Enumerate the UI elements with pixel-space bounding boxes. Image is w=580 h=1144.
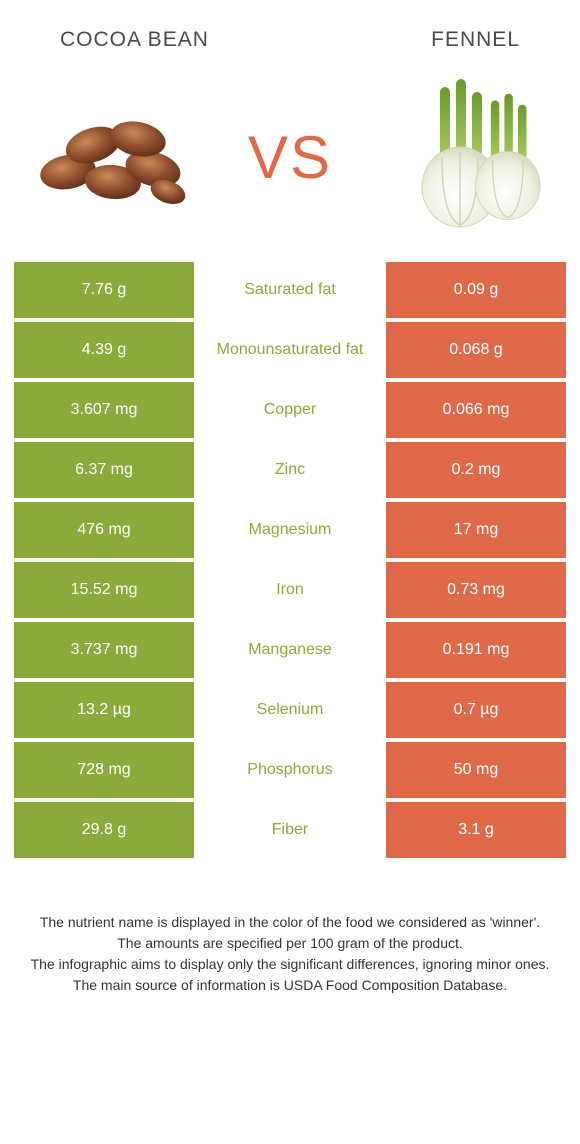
footer-line: The amounts are specified per 100 gram o… <box>30 933 550 954</box>
images-row: VS <box>0 62 580 262</box>
value-left: 13.2 µg <box>14 682 194 738</box>
vs-label: VS <box>248 123 332 192</box>
value-right: 0.066 mg <box>386 382 566 438</box>
value-left: 7.76 g <box>14 262 194 318</box>
value-right: 0.191 mg <box>386 622 566 678</box>
cocoa-bean-icon <box>33 97 193 217</box>
value-left: 3.607 mg <box>14 382 194 438</box>
value-right: 0.73 mg <box>386 562 566 618</box>
nutrient-name: Phosphorus <box>194 742 386 798</box>
food-title-left: COCOA BEAN <box>60 28 209 52</box>
food-title-right: FENNEL <box>431 28 520 52</box>
value-right: 50 mg <box>386 742 566 798</box>
table-row: 4.39 gMonounsaturated fat0.068 g <box>14 322 566 378</box>
fennel-image <box>385 77 550 237</box>
table-row: 7.76 gSaturated fat0.09 g <box>14 262 566 318</box>
table-row: 3.607 mgCopper0.066 mg <box>14 382 566 438</box>
nutrient-name: Manganese <box>194 622 386 678</box>
fennel-icon <box>392 77 542 237</box>
value-right: 3.1 g <box>386 802 566 858</box>
value-left: 476 mg <box>14 502 194 558</box>
value-left: 29.8 g <box>14 802 194 858</box>
nutrient-name: Selenium <box>194 682 386 738</box>
table-row: 476 mgMagnesium17 mg <box>14 502 566 558</box>
value-right: 0.7 µg <box>386 682 566 738</box>
nutrient-name: Fiber <box>194 802 386 858</box>
header-row: COCOA BEAN FENNEL <box>0 0 580 62</box>
value-left: 15.52 mg <box>14 562 194 618</box>
value-left: 4.39 g <box>14 322 194 378</box>
nutrient-name: Iron <box>194 562 386 618</box>
value-right: 17 mg <box>386 502 566 558</box>
table-row: 29.8 gFiber3.1 g <box>14 802 566 858</box>
value-left: 728 mg <box>14 742 194 798</box>
nutrient-name: Magnesium <box>194 502 386 558</box>
table-row: 6.37 mgZinc0.2 mg <box>14 442 566 498</box>
nutrient-name: Copper <box>194 382 386 438</box>
table-row: 728 mgPhosphorus50 mg <box>14 742 566 798</box>
table-row: 3.737 mgManganese0.191 mg <box>14 622 566 678</box>
footer-line: The infographic aims to display only the… <box>30 954 550 975</box>
nutrient-name: Zinc <box>194 442 386 498</box>
value-right: 0.2 mg <box>386 442 566 498</box>
footer-line: The main source of information is USDA F… <box>30 975 550 996</box>
table-row: 13.2 µgSelenium0.7 µg <box>14 682 566 738</box>
value-left: 6.37 mg <box>14 442 194 498</box>
table-row: 15.52 mgIron0.73 mg <box>14 562 566 618</box>
nutrient-name: Monounsaturated fat <box>194 322 386 378</box>
value-right: 0.09 g <box>386 262 566 318</box>
value-left: 3.737 mg <box>14 622 194 678</box>
footer-notes: The nutrient name is displayed in the co… <box>0 862 580 996</box>
cocoa-bean-image <box>30 77 195 237</box>
nutrient-name: Saturated fat <box>194 262 386 318</box>
footer-line: The nutrient name is displayed in the co… <box>30 912 550 933</box>
value-right: 0.068 g <box>386 322 566 378</box>
nutrient-table: 7.76 gSaturated fat0.09 g4.39 gMonounsat… <box>0 262 580 858</box>
